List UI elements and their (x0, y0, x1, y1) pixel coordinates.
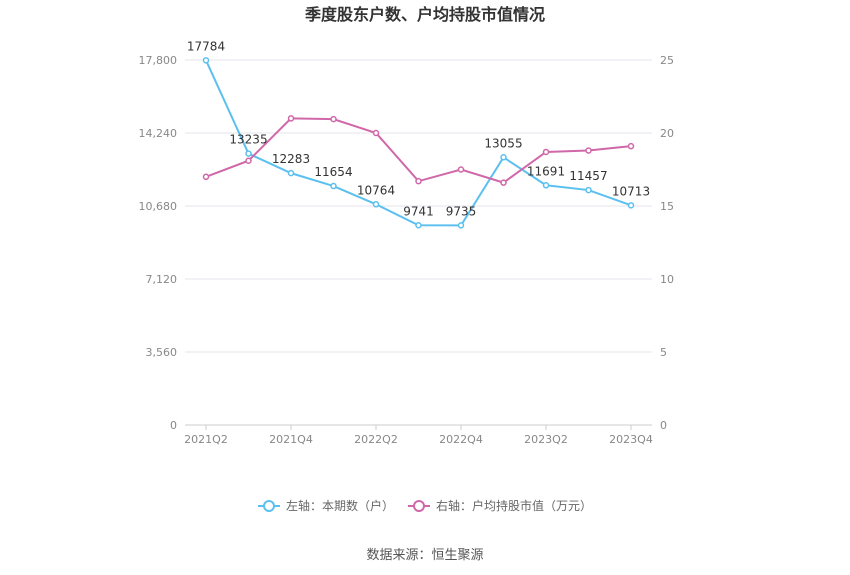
data-point[interactable] (330, 115, 337, 123)
data-point[interactable] (542, 182, 550, 189)
data-labels: 17784 13235 12283 11654 10764 9741 9735 13055 11… (187, 39, 650, 218)
data-point[interactable] (287, 115, 295, 122)
legend-label: 左轴：本期数（户） (286, 498, 394, 513)
legend-marker (263, 500, 275, 512)
y-left-tick-label: 14,240 (139, 127, 178, 140)
data-label: 10764 (357, 183, 395, 197)
y-left-tick-label: 10,680 (139, 200, 178, 213)
data-label: 17784 (187, 39, 225, 53)
y-left-tick-label: 0 (170, 419, 177, 432)
legend-item-1[interactable]: 右轴：户均持股市值（万元） (408, 498, 592, 513)
data-point[interactable] (245, 157, 252, 164)
data-label: 9741 (403, 204, 434, 218)
data-point[interactable] (202, 173, 210, 181)
data-point[interactable] (457, 222, 465, 229)
source-note: 数据来源：恒生聚源 (366, 548, 483, 563)
y-right-tick-label: 25 (660, 54, 674, 67)
y-left-tick-label: 7,120 (146, 273, 178, 286)
x-tick-label: 2021Q2 (184, 433, 228, 446)
data-point[interactable] (415, 177, 422, 185)
data-point[interactable] (627, 142, 635, 150)
data-label: 13235 (229, 133, 267, 147)
data-point[interactable] (542, 148, 550, 156)
data-label: 11691 (527, 164, 565, 178)
grid (185, 59, 652, 353)
data-point[interactable] (202, 57, 210, 64)
series-line-1 (205, 117, 632, 184)
data-label: 10713 (612, 184, 650, 198)
data-point[interactable] (500, 179, 507, 186)
data-point[interactable] (372, 129, 380, 137)
y-right-tick-label: 10 (660, 273, 674, 286)
series-line-0 (205, 59, 632, 227)
data-label: 12283 (272, 152, 310, 166)
y-right-tick-label: 15 (660, 200, 674, 213)
data-label: 13055 (484, 136, 522, 150)
y-right-tick-label: 20 (660, 127, 674, 140)
data-label: 9735 (446, 204, 477, 218)
axes: 0 0 3,560 5 7,120 10 10,680 15 14,240 20 17,800 25 2… (139, 54, 675, 446)
data-point[interactable] (585, 186, 592, 194)
y-right-tick-label: 5 (660, 346, 667, 359)
data-point[interactable] (245, 150, 252, 157)
legend-label: 右轴：户均持股市值（万元） (436, 498, 592, 513)
data-point[interactable] (457, 166, 465, 173)
x-tick-label: 2022Q2 (354, 433, 398, 446)
legend-item-0[interactable]: 左轴：本期数（户） (258, 498, 394, 513)
data-point[interactable] (627, 202, 635, 209)
chart-title: 季度股东户数、户均持股市值情况 (304, 5, 545, 24)
data-point[interactable] (330, 182, 337, 190)
data-point[interactable] (585, 147, 592, 154)
data-point[interactable] (500, 154, 507, 161)
series (202, 57, 635, 229)
data-point[interactable] (287, 169, 295, 177)
legend-marker (413, 500, 425, 512)
y-left-tick-label: 17,800 (139, 54, 178, 67)
y-left-tick-label: 3,560 (146, 346, 178, 359)
x-tick-label: 2022Q4 (439, 433, 483, 446)
data-point[interactable] (415, 222, 422, 229)
x-tick-label: 2021Q4 (269, 433, 313, 446)
y-right-tick-label: 0 (660, 419, 667, 432)
data-label: 11654 (314, 165, 352, 179)
x-tick-label: 2023Q4 (609, 433, 653, 446)
x-tick-label: 2023Q2 (524, 433, 568, 446)
legend[interactable]: 左轴：本期数（户） 右轴：户均持股市值（万元） (258, 498, 592, 513)
data-label: 11457 (569, 169, 607, 183)
data-point[interactable] (372, 201, 380, 208)
